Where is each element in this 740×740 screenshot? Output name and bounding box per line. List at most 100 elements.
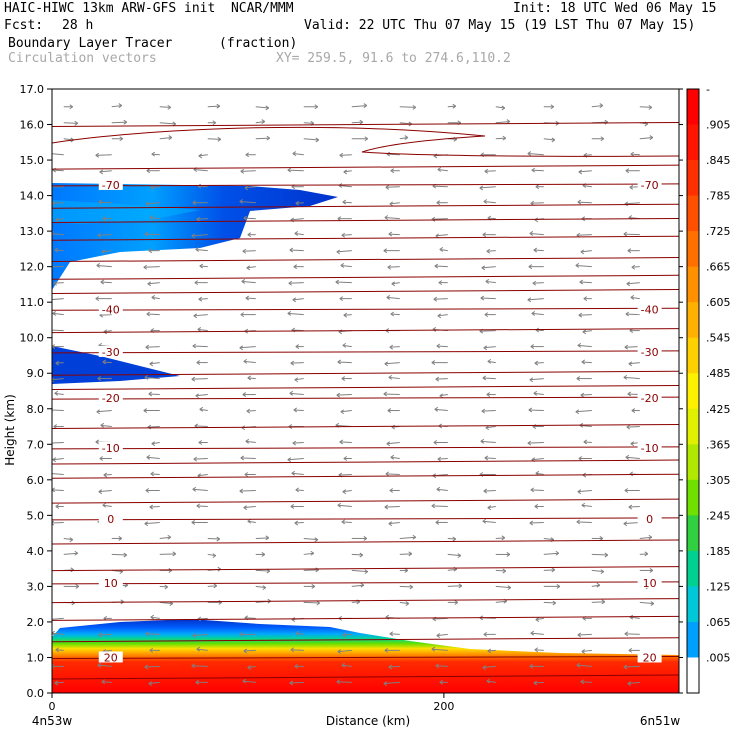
vector-arrowhead [384,215,389,220]
colorbar-label: .365 [706,438,731,451]
circulation-vector [145,346,160,348]
contour-label-bg [98,651,123,663]
vector-arrowhead [483,345,488,351]
vector-arrowhead [388,521,393,527]
circulation-vector [627,681,640,685]
circulation-vector [303,601,320,604]
y-tick-label: 13.0 [20,225,45,238]
circulation-vector [239,346,256,349]
circulation-vector [145,202,160,205]
vector-arrowhead [239,488,244,494]
circulation-vector [159,585,168,588]
vector-arrowhead [530,344,535,350]
vector-arrowhead [575,263,580,268]
vector-arrowhead [623,521,628,527]
vector-arrowhead [431,360,436,365]
circulation-vector [192,633,208,637]
vector-arrowhead [295,487,300,493]
circulation-vector [146,456,160,460]
circulation-vector [399,536,416,539]
circulation-vector [255,121,265,124]
vector-arrowhead [243,215,248,221]
vector-arrowhead [69,537,74,543]
vector-arrowhead [487,505,492,511]
circulation-vector [292,442,304,444]
vector-arrowhead [583,439,588,445]
circulation-vector [580,250,592,253]
vector-arrowhead [55,504,60,509]
colorbar-swatch [687,550,699,587]
vector-arrowhead [364,569,369,575]
circulation-vector [52,202,64,204]
vector-arrowhead [212,120,217,126]
circulation-vector [385,186,400,188]
vector-arrowhead [627,248,632,254]
vector-arrowhead [383,681,388,686]
vector-arrowhead [528,407,533,413]
colorbar-swatch [687,195,699,232]
valid-time: Valid: 22 UTC Thu 07 May 15 (19 LST Thu … [304,18,696,33]
temperature-contour-0 [52,517,679,521]
circulation-vector [289,392,304,396]
circulation-vector [197,185,208,188]
circulation-vector [195,394,208,397]
circulation-vector [342,489,352,493]
circulation-vector [623,521,640,525]
circulation-vector [533,249,544,252]
vector-arrowhead [507,585,512,591]
colorbar-swatch [687,89,699,126]
vector-arrowhead [502,568,507,574]
vector-arrowhead [391,281,396,287]
vector-arrowhead [383,391,388,397]
vector-arrowhead [431,503,436,509]
plot-area: 20 20 10 10 0 0 -10 -10 -20 -20 -30 -30 -40 -40 -70 -70 [48,89,679,693]
vector-arrowhead [48,618,51,622]
circulation-vector [531,169,544,172]
circulation-vector [535,617,544,621]
temperature-contour [52,598,679,604]
vector-arrowhead [148,391,153,397]
circulation-vector [624,202,640,205]
vector-arrowhead [435,376,440,382]
circulation-vector [243,505,256,509]
circulation-vector [530,489,544,491]
vector-arrowhead [118,103,123,108]
y-tick-label: 3.0 [27,580,45,593]
circulation-vector [97,664,112,667]
temperature-contour--20 [52,396,679,400]
vector-arrowhead [191,520,196,525]
vector-arrowhead [631,264,636,270]
circulation-vector [384,505,400,508]
vector-arrowhead [452,103,457,109]
vector-arrowhead [583,296,588,302]
circulation-vector [337,361,352,364]
circulation-vector [245,297,256,300]
circulation-vector [52,169,64,172]
circulation-vector [294,232,304,236]
circulation-vector [54,681,64,684]
vector-arrowhead [580,392,585,398]
vector-arrowhead [144,231,149,237]
vector-arrowhead [577,489,582,495]
y-tick-label: 8.0 [27,403,45,416]
circulation-vector [341,521,352,523]
circulation-vector [351,105,367,108]
contour-label-left: -70 [102,179,120,192]
temperature-contour [52,126,679,157]
vector-arrowhead [484,312,489,318]
forecast-hour: 28 h [62,18,94,33]
vector-arrowhead [596,582,601,588]
circulation-vector [535,329,544,332]
circulation-vector [98,633,112,636]
circulation-vector [159,553,176,555]
vector-arrowhead [118,536,123,541]
y-tick-label: 16.0 [20,119,45,132]
vector-arrowhead [145,488,150,493]
vector-arrowhead [337,359,342,365]
contour-label-bg [98,512,123,524]
vector-arrowhead [191,233,196,239]
vector-arrowhead [405,601,410,607]
circulation-vector [294,378,304,381]
circulation-vector [240,170,256,172]
